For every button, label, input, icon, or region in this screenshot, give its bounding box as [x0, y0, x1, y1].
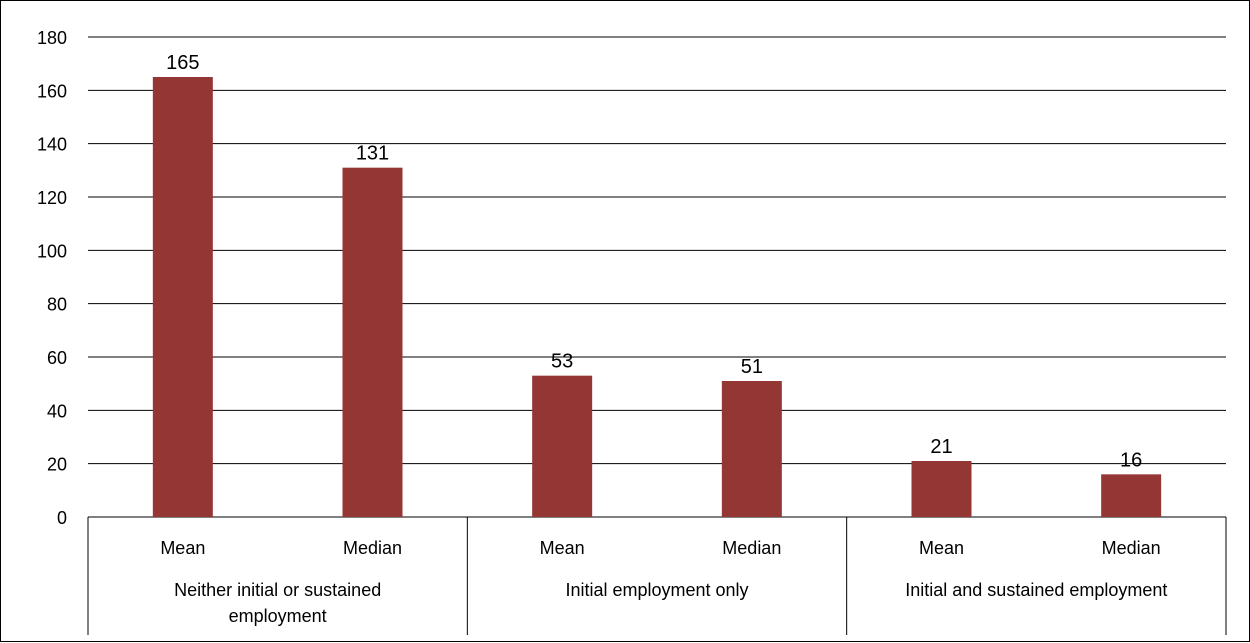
data-label: 21	[930, 436, 952, 458]
y-tick-label: 40	[47, 401, 67, 421]
category-label: Median	[1102, 538, 1161, 558]
y-tick-label: 120	[37, 188, 67, 208]
y-tick-label: 80	[47, 295, 67, 315]
group-label: employment	[229, 606, 327, 626]
bar	[342, 167, 403, 517]
data-label: 165	[166, 52, 199, 74]
bar	[911, 461, 972, 517]
y-tick-label: 100	[37, 241, 67, 261]
y-tick-label: 60	[47, 348, 67, 368]
category-label: Mean	[160, 538, 205, 558]
y-tick-label: 0	[57, 508, 67, 528]
data-label: 16	[1120, 449, 1142, 471]
category-label: Median	[343, 538, 402, 558]
bar	[152, 77, 213, 517]
data-label: 51	[741, 356, 763, 378]
category-label: Median	[722, 538, 781, 558]
bar	[721, 381, 782, 517]
group-label: Neither initial or sustained	[174, 580, 381, 600]
bar	[1101, 474, 1162, 517]
category-label: Mean	[540, 538, 585, 558]
bar	[532, 375, 593, 517]
category-label: Mean	[919, 538, 964, 558]
y-tick-label: 20	[47, 455, 67, 475]
group-label: Initial and sustained employment	[905, 580, 1167, 600]
data-label: 131	[356, 143, 389, 165]
y-tick-label: 140	[37, 135, 67, 155]
y-tick-label: 160	[37, 81, 67, 101]
y-tick-label: 180	[37, 28, 67, 48]
data-label: 53	[551, 351, 573, 373]
group-label: Initial employment only	[565, 580, 748, 600]
